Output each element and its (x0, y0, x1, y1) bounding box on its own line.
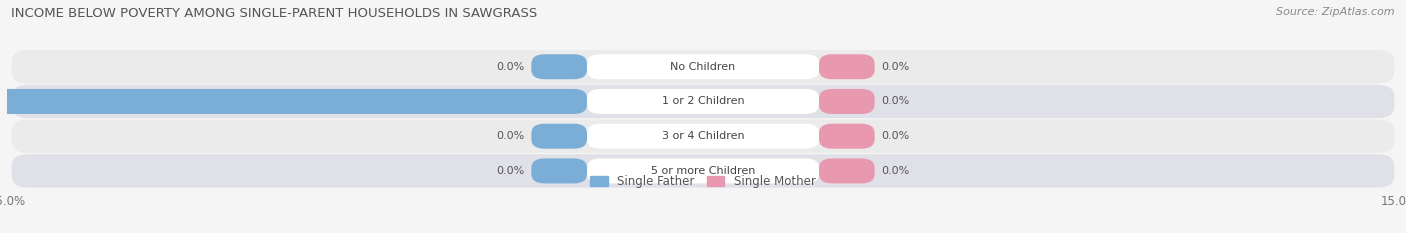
FancyBboxPatch shape (588, 54, 818, 79)
Text: 0.0%: 0.0% (496, 166, 524, 176)
FancyBboxPatch shape (588, 89, 818, 114)
FancyBboxPatch shape (588, 158, 818, 183)
Text: INCOME BELOW POVERTY AMONG SINGLE-PARENT HOUSEHOLDS IN SAWGRASS: INCOME BELOW POVERTY AMONG SINGLE-PARENT… (11, 7, 537, 20)
FancyBboxPatch shape (11, 154, 1395, 188)
FancyBboxPatch shape (818, 124, 875, 149)
Text: 5 or more Children: 5 or more Children (651, 166, 755, 176)
FancyBboxPatch shape (531, 54, 588, 79)
FancyBboxPatch shape (0, 89, 588, 114)
Text: No Children: No Children (671, 62, 735, 72)
FancyBboxPatch shape (11, 50, 1395, 83)
Text: 1 or 2 Children: 1 or 2 Children (662, 96, 744, 106)
Text: Source: ZipAtlas.com: Source: ZipAtlas.com (1277, 7, 1395, 17)
Legend: Single Father, Single Mother: Single Father, Single Mother (591, 175, 815, 188)
FancyBboxPatch shape (818, 89, 875, 114)
Text: 3 or 4 Children: 3 or 4 Children (662, 131, 744, 141)
FancyBboxPatch shape (11, 85, 1395, 118)
Text: 0.0%: 0.0% (496, 131, 524, 141)
Text: 0.0%: 0.0% (496, 62, 524, 72)
Text: 0.0%: 0.0% (882, 166, 910, 176)
FancyBboxPatch shape (531, 158, 588, 183)
FancyBboxPatch shape (531, 124, 588, 149)
FancyBboxPatch shape (818, 158, 875, 183)
Text: 0.0%: 0.0% (882, 96, 910, 106)
Text: 0.0%: 0.0% (882, 62, 910, 72)
FancyBboxPatch shape (818, 54, 875, 79)
FancyBboxPatch shape (588, 124, 818, 149)
FancyBboxPatch shape (11, 120, 1395, 153)
Text: 0.0%: 0.0% (882, 131, 910, 141)
